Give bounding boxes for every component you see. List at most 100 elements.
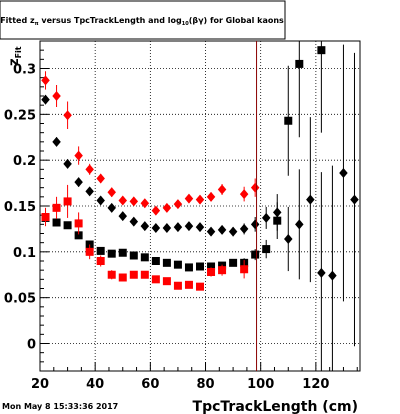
black-square-point bbox=[74, 231, 83, 240]
black-square-point bbox=[140, 253, 149, 262]
black-square-point bbox=[151, 257, 160, 265]
black-diamond-point bbox=[173, 222, 183, 233]
red-square-point bbox=[218, 266, 227, 275]
black-square-point bbox=[229, 258, 238, 267]
red-square-point bbox=[196, 282, 204, 291]
red-diamond-point bbox=[250, 182, 260, 193]
black-diamond-point bbox=[151, 223, 161, 233]
black-diamond-point bbox=[217, 224, 227, 235]
red-square-point bbox=[96, 257, 105, 265]
timestamp: Mon May 8 15:33:36 2017 bbox=[2, 402, 118, 411]
black-square-point bbox=[52, 218, 61, 227]
red-diamond-point bbox=[74, 150, 83, 161]
y-tick-label: 0.25 bbox=[4, 108, 36, 123]
red-diamond-point bbox=[85, 164, 94, 175]
y-tick-label: 0.15 bbox=[4, 200, 36, 215]
x-tick-label: 120 bbox=[302, 377, 329, 392]
black-diamond-point bbox=[74, 177, 83, 188]
black-square-point bbox=[118, 248, 127, 257]
black-diamond-point bbox=[129, 216, 139, 227]
grid-lines bbox=[39, 41, 360, 371]
black-square-point bbox=[196, 262, 204, 271]
red-square-point bbox=[118, 273, 127, 282]
black-diamond-point bbox=[239, 223, 249, 234]
axes: 20 40 60 80 100 120 0 0.05 0.1 0.15 0.2 0.25 0.3 bbox=[4, 49, 358, 392]
title-pre: Fitted bbox=[0, 16, 30, 25]
black-square-point bbox=[129, 251, 138, 260]
red-square-point bbox=[129, 270, 138, 279]
black-diamond-point bbox=[350, 194, 359, 205]
black-diamond-point bbox=[184, 221, 194, 232]
black-diamond-point bbox=[107, 202, 116, 213]
black-diamond-point bbox=[118, 211, 128, 222]
black-diamond-point bbox=[52, 136, 61, 147]
y-axis-label-sub: Fit bbox=[14, 46, 23, 58]
x-axis-label: TpcTrackLength (cm) bbox=[193, 399, 358, 414]
title-mid: versus TpcTrackLength and log bbox=[39, 16, 182, 25]
red-diamond-point bbox=[173, 199, 183, 210]
y-tick-label: 0.3 bbox=[13, 63, 36, 78]
black-diamond-point bbox=[306, 194, 315, 205]
black-square-point bbox=[251, 250, 260, 259]
x-tick-label: 80 bbox=[196, 377, 214, 392]
red-diamond-point bbox=[184, 193, 194, 204]
red-diamond-point bbox=[151, 205, 161, 216]
red-square-point bbox=[140, 270, 149, 279]
red-diamond-point bbox=[52, 91, 61, 101]
red-diamond-point bbox=[239, 189, 249, 200]
black-diamond-point bbox=[96, 195, 105, 206]
red-square-point bbox=[240, 265, 249, 274]
red-square-point bbox=[207, 268, 216, 276]
x-tick-label: 60 bbox=[141, 377, 159, 392]
title-post: (βγ) for Global kaons bbox=[189, 16, 284, 25]
x-tick-label: 100 bbox=[247, 377, 274, 392]
black-square-point bbox=[317, 46, 326, 55]
data-marks bbox=[41, 41, 359, 371]
x-tick-label: 40 bbox=[86, 377, 104, 392]
red-diamond-point bbox=[140, 198, 150, 209]
red-square-point bbox=[52, 203, 61, 212]
black-diamond-point bbox=[206, 226, 216, 237]
black-square-point bbox=[207, 262, 216, 271]
title-log-sub: 10 bbox=[182, 21, 189, 27]
black-diamond-point bbox=[195, 222, 205, 233]
black-diamond-point bbox=[162, 223, 172, 233]
red-square-point bbox=[41, 213, 50, 221]
chart-title: Fitted zπ versus TpcTrackLength and log1… bbox=[0, 16, 284, 27]
red-square-point bbox=[151, 275, 160, 284]
black-diamond-point bbox=[284, 234, 293, 244]
title-box: Fitted zπ versus TpcTrackLength and log1… bbox=[0, 0, 286, 40]
red-diamond-point bbox=[206, 191, 216, 202]
red-diamond-point bbox=[129, 196, 139, 207]
y-axis-label-main: z bbox=[7, 58, 22, 66]
black-diamond-point bbox=[295, 219, 304, 230]
black-diamond-point bbox=[41, 94, 50, 105]
red-square-point bbox=[74, 219, 83, 228]
black-square-point bbox=[273, 216, 282, 225]
red-diamond-point bbox=[107, 187, 116, 198]
black-square-point bbox=[262, 245, 271, 254]
black-square-point bbox=[284, 116, 293, 125]
y-tick-label: 0.05 bbox=[4, 292, 36, 307]
black-diamond-point bbox=[85, 186, 94, 197]
red-diamond-point bbox=[162, 202, 172, 213]
black-diamond-point bbox=[317, 267, 326, 278]
black-diamond-point bbox=[63, 158, 72, 169]
red-diamond-point bbox=[217, 184, 227, 195]
black-diamond-point bbox=[250, 219, 260, 230]
black-square-point bbox=[162, 258, 171, 267]
red-square-point bbox=[162, 277, 171, 286]
title-z: z bbox=[30, 16, 35, 25]
title-z-sub: π bbox=[35, 21, 39, 27]
x-tick-label: 20 bbox=[31, 377, 49, 392]
black-diamond-point bbox=[261, 212, 271, 223]
black-diamond-point bbox=[228, 226, 238, 237]
black-square-point bbox=[173, 260, 182, 269]
red-square-point bbox=[63, 197, 72, 206]
black-diamond-point bbox=[339, 168, 348, 178]
y-tick-label: 0 bbox=[27, 338, 36, 353]
red-diamond-point bbox=[118, 195, 128, 206]
black-square-point bbox=[63, 221, 72, 230]
y-tick-label: 0.2 bbox=[13, 154, 36, 169]
